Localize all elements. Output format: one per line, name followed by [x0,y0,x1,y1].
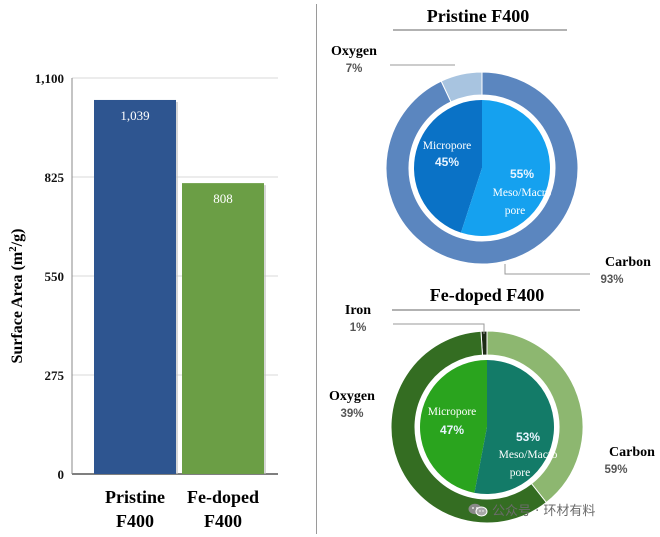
inner-pie-slice [460,100,551,236]
outer-label-name: Oxygen [331,44,377,59]
inner-slice-name: Micropore [423,140,472,152]
bar-value-label: 808 [213,191,233,206]
x-category-label: F400 [116,511,154,531]
inner-slice-percent: 55% [510,167,534,181]
inner-slice-percent: 53% [516,430,540,444]
outer-label-name: Iron [345,303,371,318]
y-tick-label: 0 [58,467,65,482]
bar [182,183,264,474]
outer-label-percent: 1% [350,322,367,334]
y-axis-title-unit: /g) [9,229,26,248]
y-axis-title-main: Surface Area (m [9,251,26,363]
outer-label-percent: 39% [340,408,363,420]
panel-divider [316,4,317,534]
bar-value-label: 1,039 [120,108,149,123]
leader-line [393,323,485,334]
outer-label-name: Carbon [609,445,655,460]
y-axis-title: Surface Area (m2/g) [7,229,26,364]
outer-label-percent: 59% [604,464,627,476]
outer-label-percent: 7% [346,63,363,75]
x-category-label: F400 [204,511,242,531]
inner-slice-name: Meso/Macro [493,187,552,199]
outer-label-name: Oxygen [329,389,375,404]
inner-pie-slice [474,359,555,494]
watermark-text: 公众号 · 环材有料 [492,504,596,519]
inner-slice-percent: 47% [440,423,464,437]
outer-label-name: Carbon [605,255,651,270]
inner-pie-slice [420,360,487,493]
inner-slice-name: pore [505,205,525,217]
donut-title: Fe-doped F400 [430,285,545,305]
y-tick-label: 275 [45,368,65,383]
wechat-icon [468,503,488,517]
watermark: 公众号 · 环材有料 [468,500,595,519]
y-tick-label: 550 [45,269,65,284]
inner-slice-name: Meso/Macro [499,449,558,461]
surface-area-bar-chart: 0 275 550 825 1,100 Surface Area (m2/g) 1,039 P… [7,71,278,531]
inner-slice-name: pore [510,467,530,479]
outer-ring-segment-carbon [390,330,547,524]
inner-slice-name: Micropore [428,406,477,418]
inner-pie-slice [413,100,482,233]
y-tick-label: 1,100 [35,71,64,86]
leader-line [504,264,590,275]
outer-label-percent: 93% [600,274,623,286]
bar [94,99,176,475]
y-tick-label: 825 [45,170,65,185]
inner-slice-percent: 45% [435,155,459,169]
y-axis-title-superscript: 2 [7,246,19,252]
x-category-label: Pristine [105,487,165,507]
x-category-label: Fe-doped [187,487,259,507]
donut-title: Pristine F400 [427,6,529,26]
